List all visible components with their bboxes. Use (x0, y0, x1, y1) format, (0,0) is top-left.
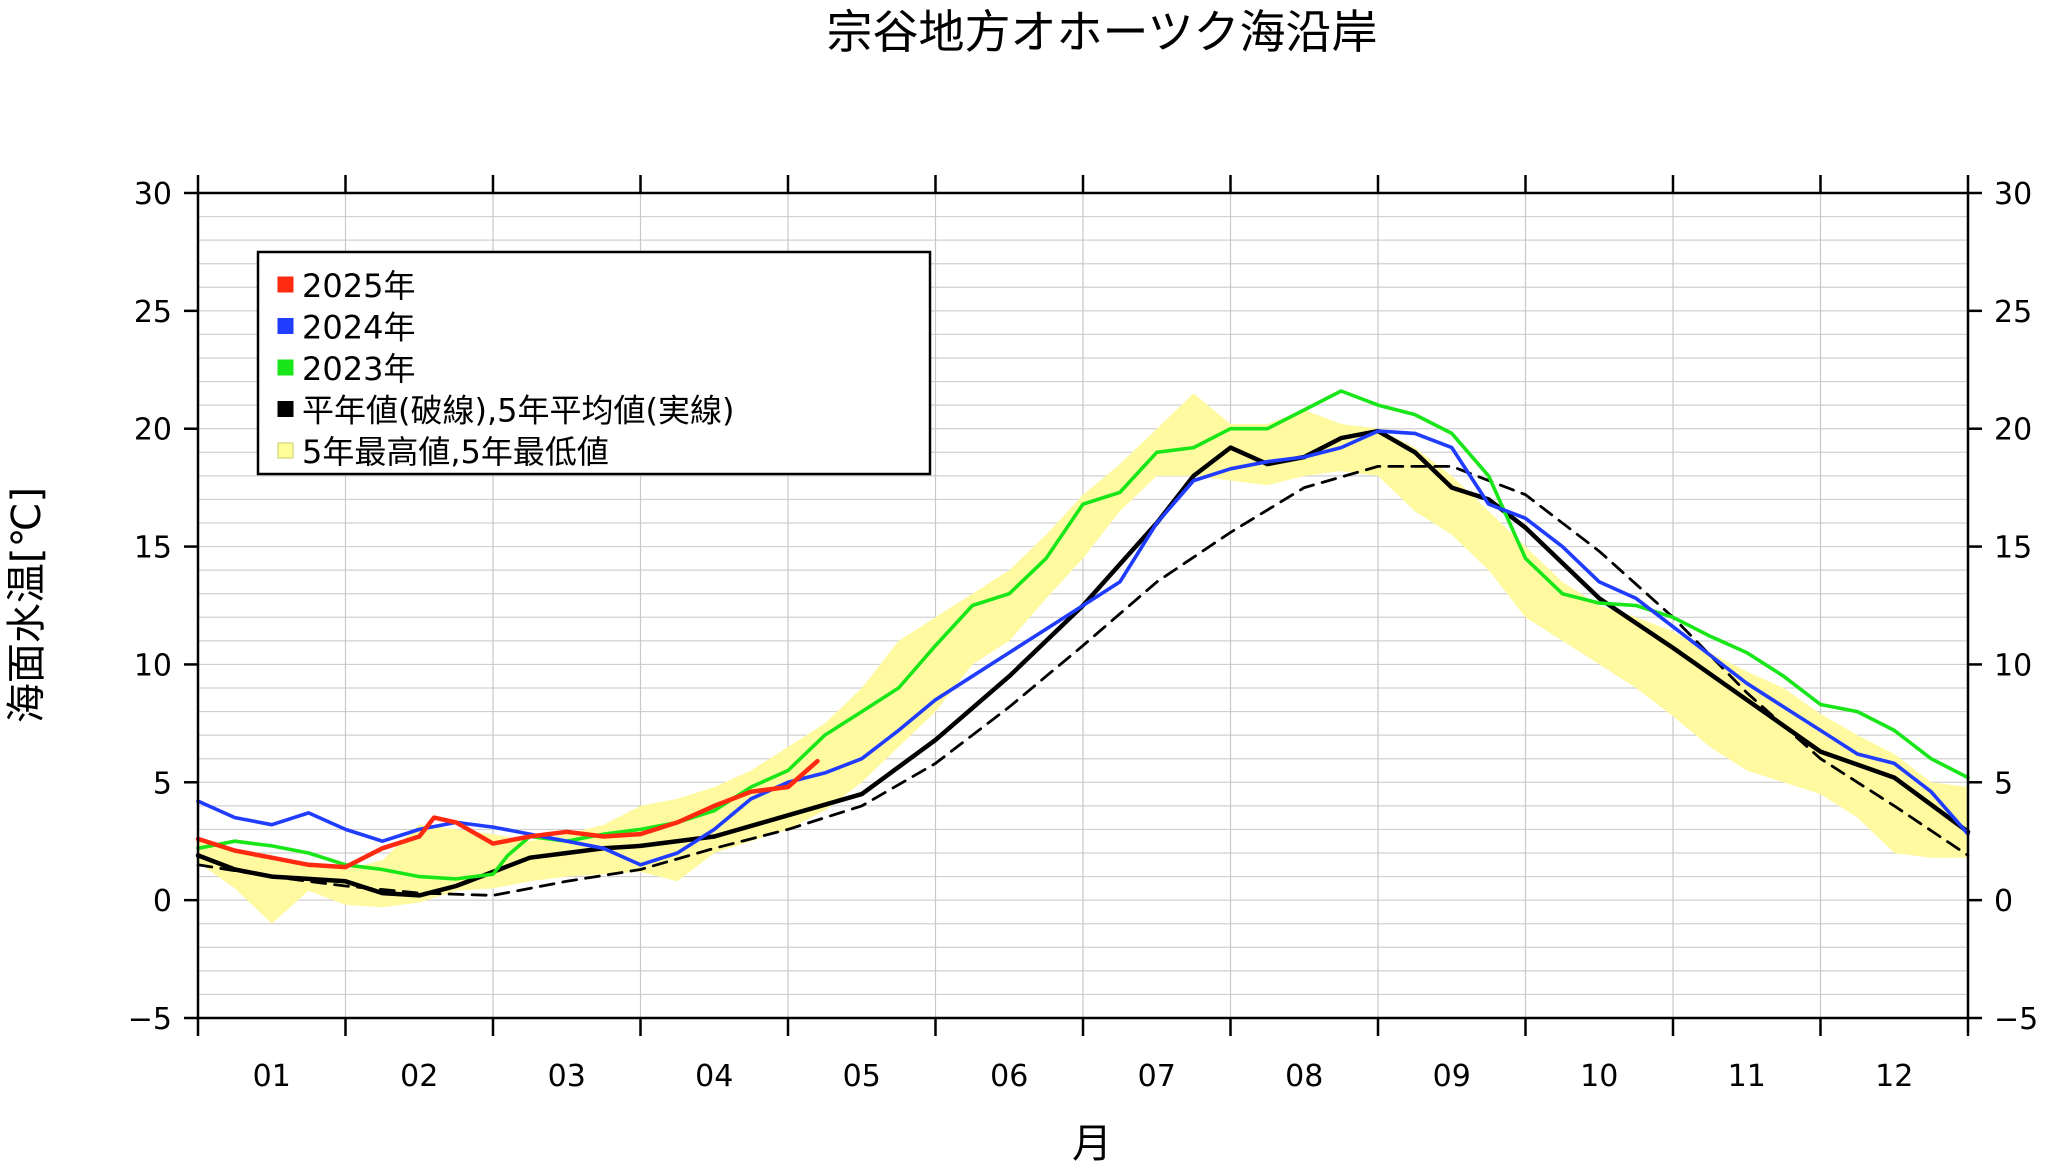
y-tick-label-left: 20 (134, 413, 172, 448)
x-tick-label: 09 (1433, 1059, 1471, 1094)
y-tick-label-right: 30 (1994, 177, 2032, 212)
legend-label: 平年値(破線),5年平均値(実線) (302, 392, 734, 430)
y-tick-label-left: 5 (153, 766, 172, 801)
series-line-3 (196, 429, 1970, 867)
x-tick-label: 02 (400, 1059, 438, 1094)
y-tick-label-right: 10 (1994, 648, 2032, 683)
x-axis-label: 月 (1072, 1121, 1112, 1166)
x-tick-label: 06 (990, 1059, 1028, 1094)
x-tick-label: 04 (695, 1059, 733, 1094)
chart-title: 宗谷地方オホーツク海沿岸 (826, 5, 1377, 59)
y-tick-label-right: 15 (1994, 531, 2032, 566)
y-tick-label-left: −5 (128, 1002, 172, 1037)
x-tick-label: 10 (1580, 1059, 1618, 1094)
legend-label: 2024年 (302, 309, 415, 347)
y-tick-label-right: 20 (1994, 413, 2032, 448)
series-layer (195, 389, 1971, 898)
legend-swatch (277, 401, 294, 417)
series-line-4 (195, 758, 820, 870)
legend-swatch (277, 318, 294, 334)
legend-swatch (277, 442, 294, 459)
x-tick-label: 05 (843, 1059, 881, 1094)
x-tick-label: 12 (1875, 1059, 1913, 1094)
y-tick-label-right: −5 (1994, 1002, 2038, 1037)
y-tick-label-left: 30 (134, 177, 172, 212)
x-tick-label: 07 (1138, 1059, 1176, 1094)
x-tick-label: 11 (1728, 1059, 1766, 1094)
series-line-2 (196, 389, 1970, 881)
x-tick-label: 08 (1285, 1059, 1323, 1094)
x-tick-label: 03 (548, 1059, 586, 1094)
y-tick-label-left: 25 (134, 295, 172, 330)
legend: 2025年 2024年2023年平年値(破線),5年平均値(実線)5年最高値,5年… (256, 250, 932, 476)
y-axis-label: 海面水温[℃] (4, 487, 50, 723)
band-area (198, 393, 1968, 924)
y-tick-label-left: 10 (134, 648, 172, 683)
legend-label: 5年最高値,5年最低値 (302, 433, 609, 471)
y-tick-label-right: 0 (1994, 884, 2013, 919)
legend-box (256, 250, 932, 476)
legend-label: 2023年 (302, 350, 415, 388)
legend-swatch (277, 359, 294, 376)
y-tick-label-left: 0 (153, 884, 172, 919)
x-tick-label: 01 (253, 1059, 291, 1094)
series-line-1 (195, 428, 1971, 898)
legend-swatch (277, 276, 294, 293)
y-tick-label-left: 15 (134, 531, 172, 566)
legend-label: 2025年 (302, 267, 415, 305)
y-tick-label-right: 5 (1994, 766, 2013, 801)
y-tick-label-right: 25 (1994, 295, 2032, 330)
band-layer (198, 393, 1968, 924)
